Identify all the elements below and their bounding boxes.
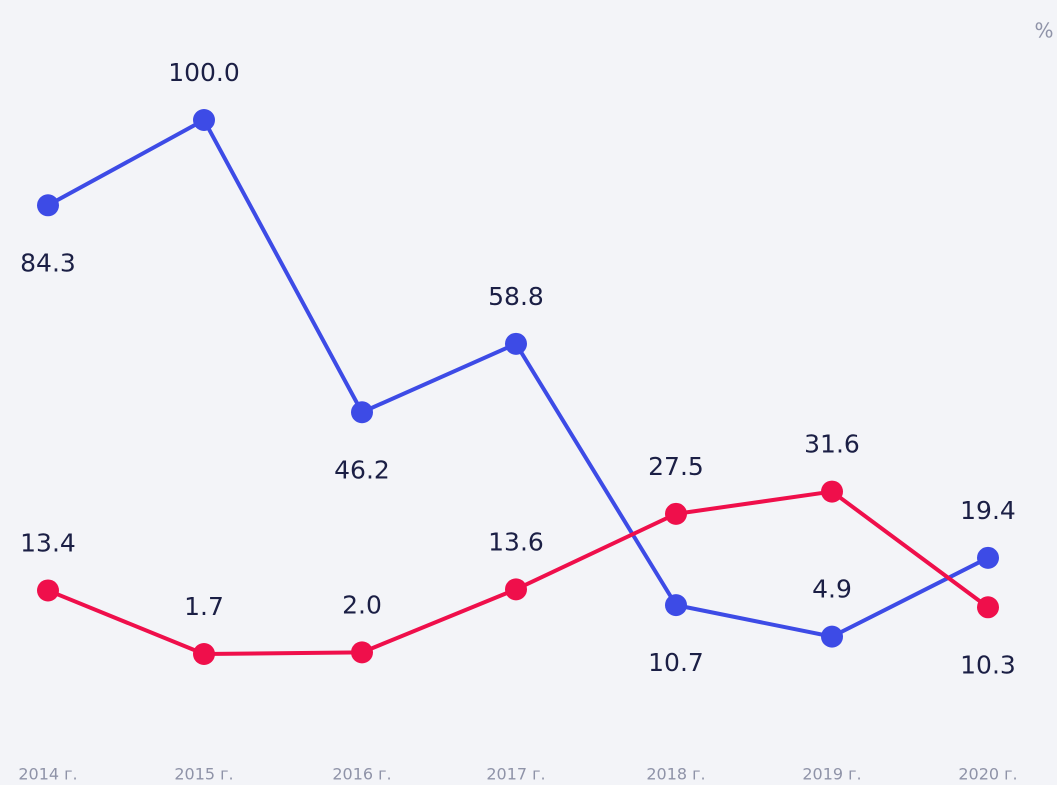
data-label: 4.9 (812, 575, 852, 604)
x-tick-label: 2016 г. (332, 765, 391, 784)
data-label: 84.3 (20, 248, 76, 277)
x-tick-label: 2018 г. (646, 765, 705, 784)
x-tick-label: 2019 г. (802, 765, 861, 784)
x-tick-label: 2020 г. (958, 765, 1017, 784)
x-tick-label: 2015 г. (174, 765, 233, 784)
point (193, 643, 215, 665)
point (665, 594, 687, 617)
data-label: 2.0 (342, 590, 382, 619)
x-tick-label: 2017 г. (486, 765, 545, 784)
point (193, 109, 215, 131)
point (505, 578, 527, 601)
data-label: 46.2 (334, 455, 390, 484)
point (977, 596, 999, 619)
point (665, 502, 687, 525)
data-label: 100.0 (168, 58, 240, 87)
data-label: 58.8 (488, 282, 544, 311)
point (351, 401, 373, 424)
point (505, 332, 527, 355)
point (351, 641, 373, 664)
point (821, 625, 843, 648)
point (37, 194, 59, 217)
data-label: 10.7 (648, 648, 704, 677)
data-label: 31.6 (804, 430, 860, 459)
unit-label: % (1034, 19, 1053, 43)
data-label: 13.4 (20, 528, 76, 557)
data-label: 10.3 (960, 650, 1016, 679)
x-tick-label: 2014 г. (18, 765, 77, 784)
point (977, 546, 999, 569)
data-label: 19.4 (960, 496, 1016, 525)
data-label: 13.6 (488, 527, 544, 556)
point (821, 480, 843, 503)
data-label: 27.5 (648, 452, 704, 481)
data-label: 1.7 (184, 592, 224, 621)
point (37, 579, 59, 602)
